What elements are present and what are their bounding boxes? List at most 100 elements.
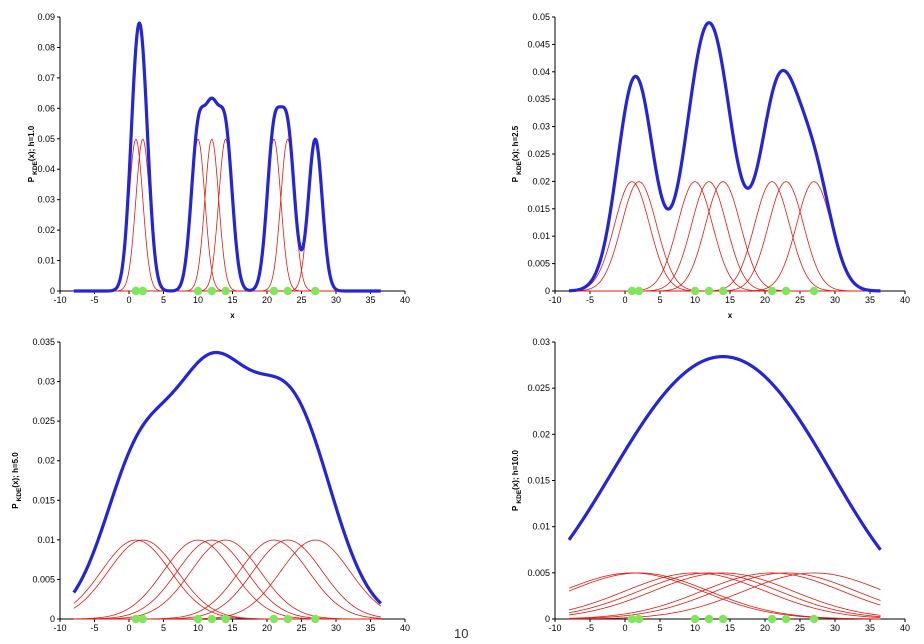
x-tick-label: 0 xyxy=(126,623,131,633)
y-tick-label: 0.015 xyxy=(32,495,55,505)
y-tick-label: 0 xyxy=(545,614,550,624)
kde-curve xyxy=(73,21,382,293)
x-tick-label: 40 xyxy=(400,295,410,305)
kernel-curve xyxy=(568,572,881,620)
kernel-curve xyxy=(73,138,381,292)
kde-chart-h2-5: 0 0.005 0.01 0.015 0.02 0.025 0.03 0.035 0.04 0.0… xyxy=(511,12,910,320)
x-axis-label: x xyxy=(728,311,733,320)
kernel-curve xyxy=(73,138,381,292)
x-tick-label: 0 xyxy=(126,295,131,305)
x-tick-label: 10 xyxy=(193,295,203,305)
x-tick-label: 5 xyxy=(657,623,662,633)
x-tick-label: 5 xyxy=(161,295,166,305)
y-tick-label: 0.06 xyxy=(37,103,55,113)
data-point xyxy=(269,614,279,624)
y-tick-label: 0.01 xyxy=(532,231,550,241)
y-tick-label: 0.02 xyxy=(37,225,55,235)
y-tick-label: 0.03 xyxy=(37,377,55,387)
data-point xyxy=(767,286,777,296)
x-tick-label: 40 xyxy=(900,295,910,305)
data-point xyxy=(634,286,644,296)
y-tick-label: 0.05 xyxy=(532,12,550,22)
x-tick-label: -10 xyxy=(53,623,66,633)
x-tick-label: 20 xyxy=(262,295,272,305)
y-tick-label: 0.005 xyxy=(527,568,550,578)
y-axis-label: P KDE(x); h=2.5 xyxy=(511,125,523,182)
y-tick-label: 0.01 xyxy=(37,256,55,266)
x-axis-label: x xyxy=(230,311,235,320)
data-point xyxy=(311,614,320,624)
x-tick-label: 30 xyxy=(331,623,341,633)
y-tick-label: 0.03 xyxy=(532,122,550,132)
x-tick-label: 25 xyxy=(296,295,306,305)
y-tick-label: 0.04 xyxy=(532,67,550,77)
kernel-curve xyxy=(568,572,881,616)
data-point xyxy=(809,286,819,296)
x-tick-label: -5 xyxy=(586,623,594,633)
data-point xyxy=(627,286,637,296)
kde-chart-h1: 0 0.01 0.02 0.03 0.04 0.05 0.06 0.07 0.08 0.09 -10… xyxy=(27,12,410,320)
y-tick-label: 0.015 xyxy=(527,476,550,486)
data-point xyxy=(221,286,230,296)
data-point xyxy=(634,614,644,624)
data-point xyxy=(193,614,203,624)
x-tick-label: 25 xyxy=(795,295,805,305)
y-tick-label: 0.07 xyxy=(37,73,55,83)
x-tick-label: 5 xyxy=(161,623,166,633)
y-tick-label: 0.03 xyxy=(532,337,550,347)
data-point xyxy=(138,614,147,624)
kde-chart-h10: 0 0.005 0.01 0.015 0.02 0.025 0.03 -10 -5 0 5 10 15 2… xyxy=(511,337,910,633)
kernel-curve xyxy=(73,138,381,292)
x-tick-label: -10 xyxy=(548,623,561,633)
data-point xyxy=(690,614,700,624)
kernel-curve xyxy=(568,572,881,619)
y-tick-label: 0 xyxy=(50,286,55,296)
kernel-curve xyxy=(73,138,381,292)
data-point xyxy=(809,614,819,624)
x-tick-label: 20 xyxy=(760,623,770,633)
data-point xyxy=(781,286,791,296)
data-point xyxy=(131,286,141,296)
x-tick-label: 20 xyxy=(262,623,272,633)
x-tick-label: 35 xyxy=(865,623,875,633)
x-tick-label: 30 xyxy=(331,295,341,305)
data-point xyxy=(283,286,292,296)
x-tick-label: 40 xyxy=(900,623,910,633)
kernel-curve xyxy=(73,138,381,292)
data-point xyxy=(704,286,714,296)
y-tick-label: 0.03 xyxy=(37,195,55,205)
y-axis-label: P KDE(x); h=5.0 xyxy=(11,452,23,509)
x-tick-label: 35 xyxy=(365,295,375,305)
kernel-curve xyxy=(73,539,381,620)
kde-curve xyxy=(567,355,882,551)
kde-curve xyxy=(568,21,882,293)
data-point xyxy=(690,286,700,296)
y-tick-label: 0.05 xyxy=(37,134,55,144)
x-tick-label: 30 xyxy=(830,295,840,305)
data-point xyxy=(131,614,141,624)
x-tick-label: -5 xyxy=(90,623,98,633)
y-tick-label: 0.02 xyxy=(532,429,550,439)
x-tick-label: 25 xyxy=(795,623,805,633)
kernel-curve xyxy=(73,539,382,620)
data-point xyxy=(269,286,279,296)
x-tick-label: 15 xyxy=(227,623,237,633)
data-point xyxy=(207,286,216,296)
data-point xyxy=(767,614,777,624)
x-tick-label: 35 xyxy=(865,295,875,305)
kernel-curve xyxy=(73,539,381,620)
x-tick-label: 15 xyxy=(227,295,237,305)
y-tick-label: 0.025 xyxy=(527,149,550,159)
y-tick-label: 0.045 xyxy=(527,39,550,49)
y-tick-label: 0 xyxy=(50,614,55,624)
x-tick-label: -5 xyxy=(586,295,594,305)
x-tick-label: 0 xyxy=(622,623,627,633)
kernel-curve xyxy=(73,138,381,292)
x-tick-label: 35 xyxy=(365,623,375,633)
data-point xyxy=(221,614,230,624)
x-tick-label: 15 xyxy=(725,295,735,305)
y-tick-label: 0.005 xyxy=(32,574,55,584)
kernel-curve xyxy=(568,572,881,620)
kernel-curve xyxy=(73,138,381,292)
